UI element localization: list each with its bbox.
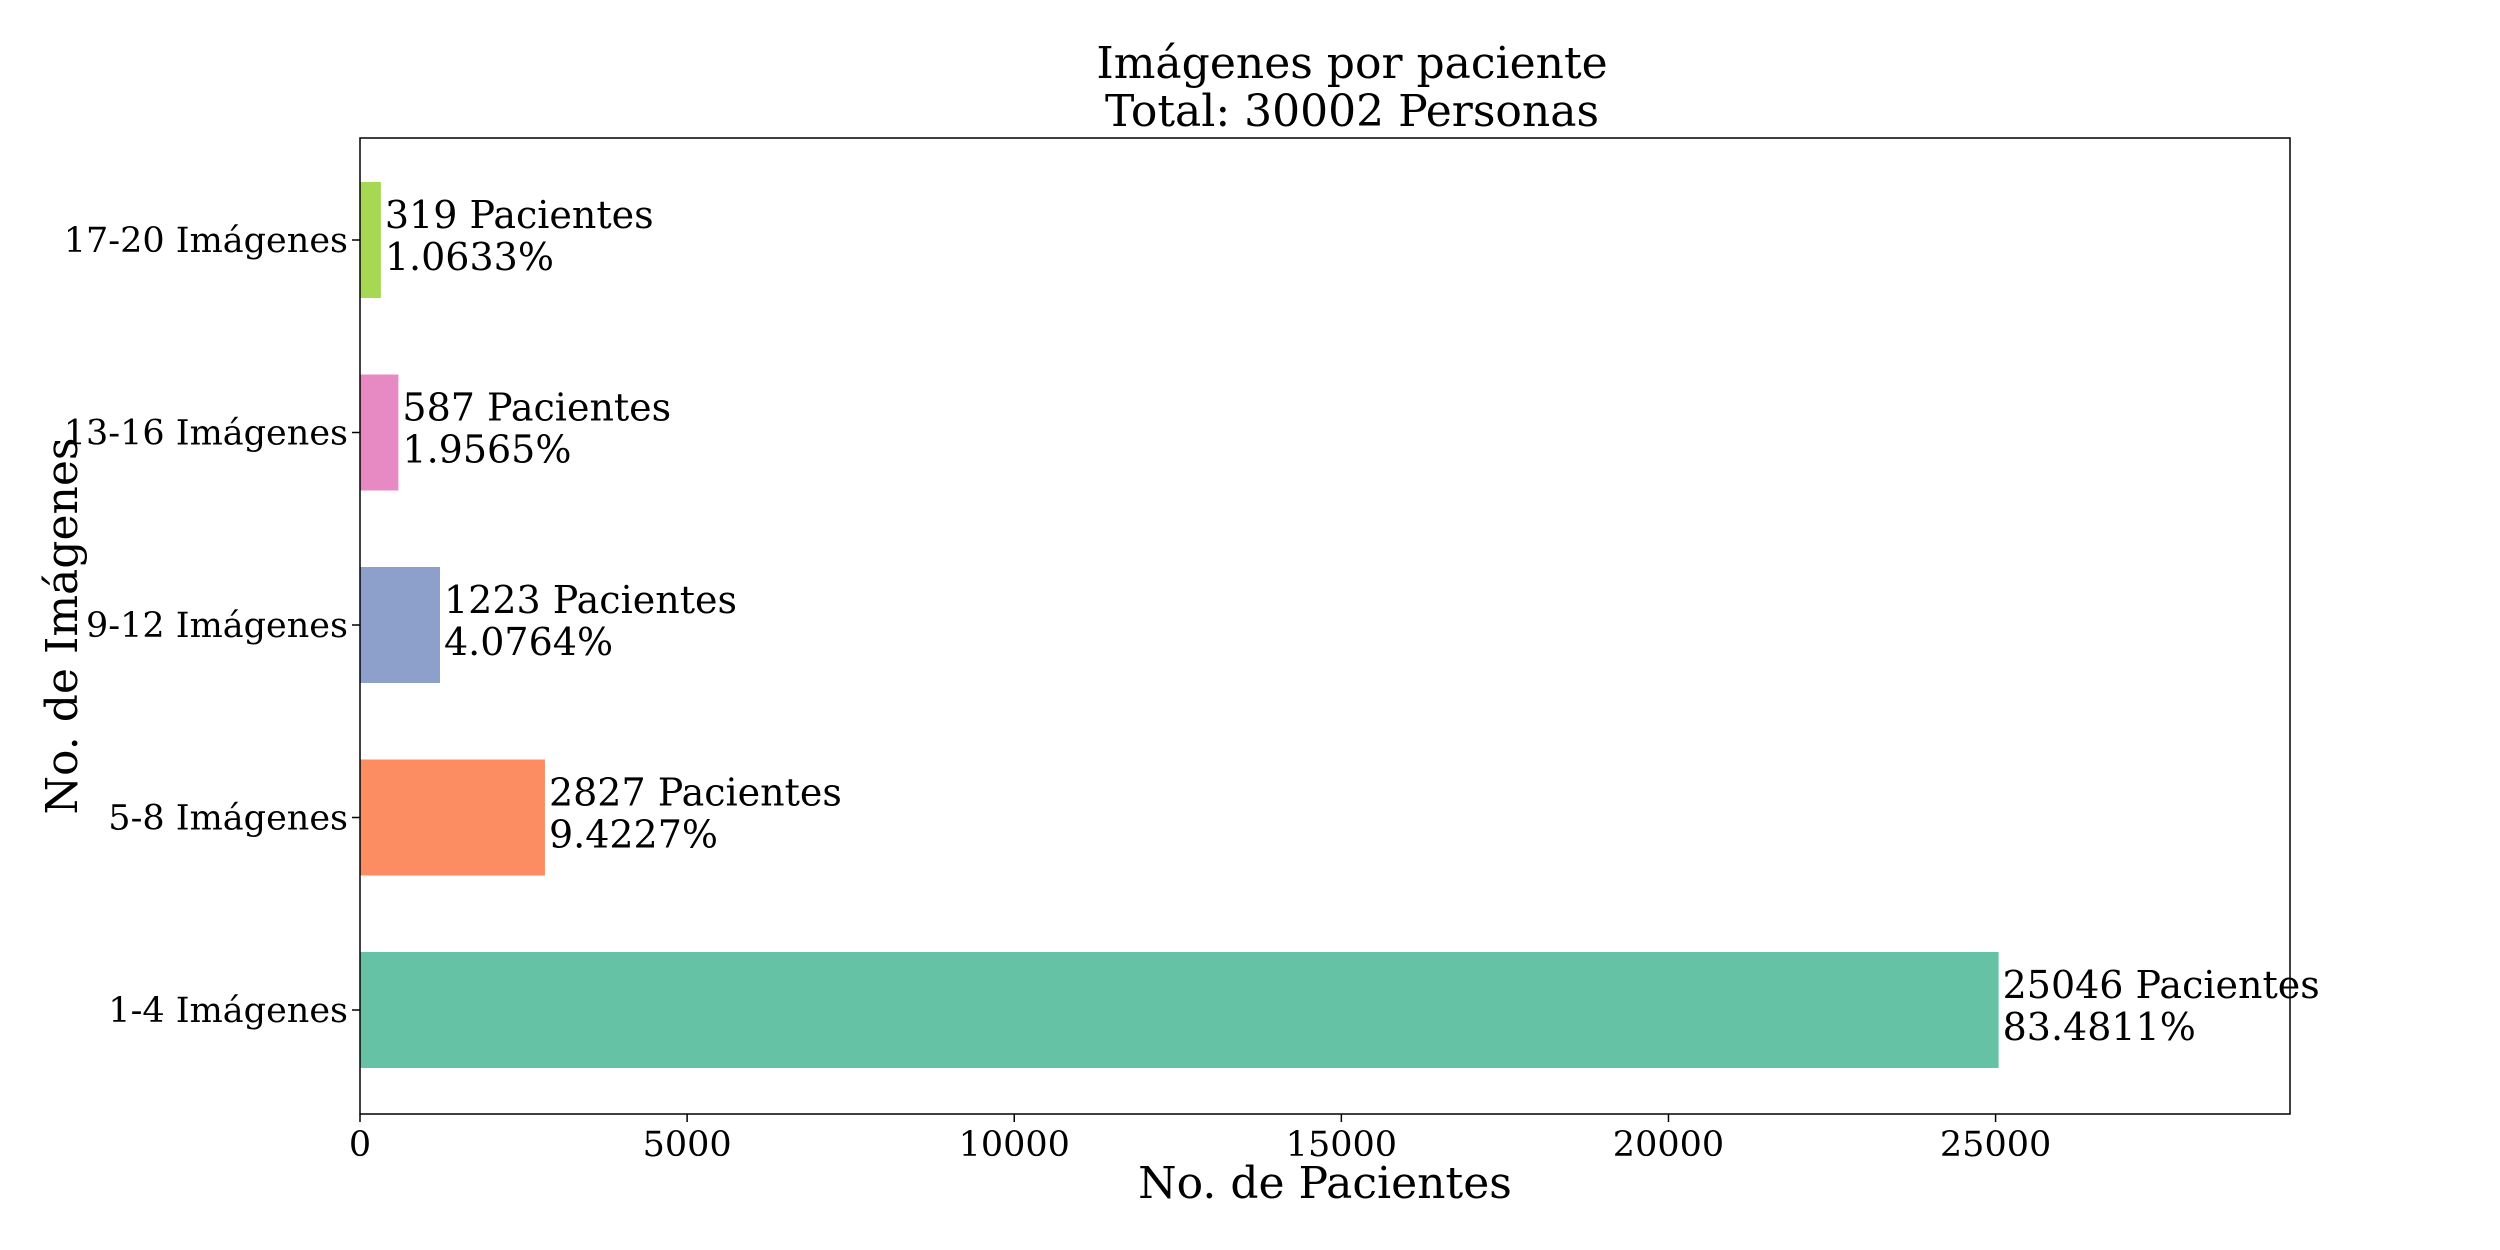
chart-title: Imágenes por paciente [1096, 38, 1607, 89]
y-tick-label-1: 5-8 Imágenes [108, 799, 348, 839]
bar-2 [360, 567, 441, 683]
y-tick-label-3: 13-16 Imágenes [64, 414, 348, 454]
bar-3 [360, 374, 399, 491]
bars-group [360, 182, 1999, 1068]
x-tick-label-2: 10000 [959, 1125, 1070, 1165]
y-tick-label-4: 17-20 Imágenes [64, 221, 348, 261]
x-tick-label-3: 15000 [1286, 1125, 1397, 1165]
y-axis-ticks: 1-4 Imágenes 5-8 Imágenes 9-12 Imágenes 13-… [64, 221, 360, 1031]
x-tick-label-0: 0 [349, 1125, 371, 1165]
bar-percent-label-4: 1.0633% [385, 235, 554, 279]
y-tick-label-2: 9-12 Imágenes [86, 606, 348, 646]
x-axis-ticks: 0 5000 10000 15000 20000 25000 [349, 1114, 2051, 1165]
bar-percent-label-0: 83.4811% [2003, 1005, 2196, 1049]
y-axis-label: No. de Imágenes [37, 438, 88, 815]
bar-value-label-2: 1223 Pacientes [444, 578, 737, 622]
bar-0 [360, 952, 1999, 1068]
bar-percent-label-3: 1.9565% [402, 428, 571, 472]
x-tick-label-1: 5000 [643, 1125, 732, 1165]
x-tick-label-5: 25000 [1940, 1125, 2051, 1165]
bar-1 [360, 759, 545, 876]
plot-frame [359, 137, 2291, 1115]
y-tick-label-0: 1-4 Imágenes [108, 991, 348, 1031]
bar-value-label-4: 319 Pacientes [385, 193, 654, 237]
bar-4 [360, 182, 381, 298]
bar-percent-label-2: 4.0764% [444, 620, 613, 664]
x-tick-label-4: 20000 [1613, 1125, 1724, 1165]
bar-percent-label-1: 9.4227% [549, 813, 718, 857]
x-axis-label: No. de Pacientes [1138, 1158, 1512, 1209]
bar-value-label-1: 2827 Pacientes [549, 771, 842, 815]
chart-subtitle: Total: 30002 Personas [1105, 86, 1599, 137]
bar-value-label-3: 587 Pacientes [402, 386, 671, 430]
bar-value-label-0: 25046 Pacientes [2003, 963, 2320, 1007]
